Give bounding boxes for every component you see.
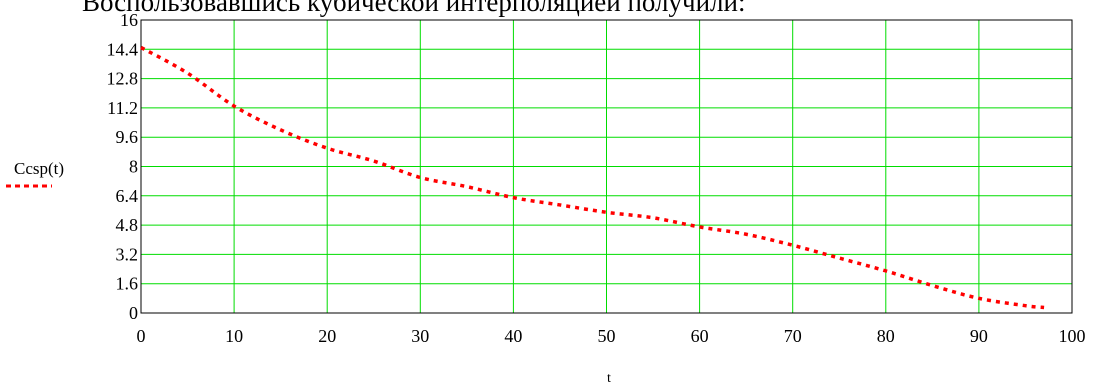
x-tick-label: 0 bbox=[137, 326, 146, 346]
y-tick-labels: 0 1.6 3.2 4.8 6.4 8 9.6 11.2 12.8 14.4 16 bbox=[107, 10, 139, 323]
x-tick-label: 70 bbox=[784, 326, 802, 346]
grid bbox=[141, 20, 1072, 313]
x-tick-label: 60 bbox=[691, 326, 709, 346]
y-tick-label: 4.8 bbox=[116, 215, 139, 235]
y-tick-label: 16 bbox=[120, 10, 138, 30]
caption-text: Воспользовавшись кубической интерполяцие… bbox=[82, 0, 746, 17]
y-tick-label: 11.2 bbox=[107, 98, 138, 118]
series-layer bbox=[140, 45, 1045, 310]
x-tick-label: 90 bbox=[970, 326, 988, 346]
legend: Ccsp(t) bbox=[6, 159, 64, 188]
y-tick-label: 6.4 bbox=[116, 186, 139, 206]
y-tick-label: 3.2 bbox=[116, 244, 139, 264]
x-tick-label: 100 bbox=[1059, 326, 1086, 346]
y-tick-label: 12.8 bbox=[107, 69, 139, 89]
x-tick-label: 80 bbox=[877, 326, 895, 346]
legend-label: Ccsp(t) bbox=[14, 159, 64, 178]
y-tick-label: 14.4 bbox=[107, 39, 139, 59]
y-tick-label: 0 bbox=[129, 303, 138, 323]
y-tick-label: 1.6 bbox=[116, 274, 139, 294]
x-tick-labels: 0 10 20 30 40 50 60 70 80 90 100 bbox=[137, 326, 1086, 346]
y-tick-label: 8 bbox=[129, 157, 138, 177]
x-axis-label: t bbox=[607, 371, 611, 386]
plot-frame bbox=[140, 19, 1073, 314]
x-tick-label: 30 bbox=[411, 326, 429, 346]
x-tick-label: 20 bbox=[318, 326, 336, 346]
y-tick-label: 9.6 bbox=[116, 127, 139, 147]
x-tick-label: 50 bbox=[598, 326, 616, 346]
x-tick-label: 40 bbox=[504, 326, 522, 346]
series-line-0 bbox=[140, 45, 1045, 310]
x-tick-label: 10 bbox=[225, 326, 243, 346]
